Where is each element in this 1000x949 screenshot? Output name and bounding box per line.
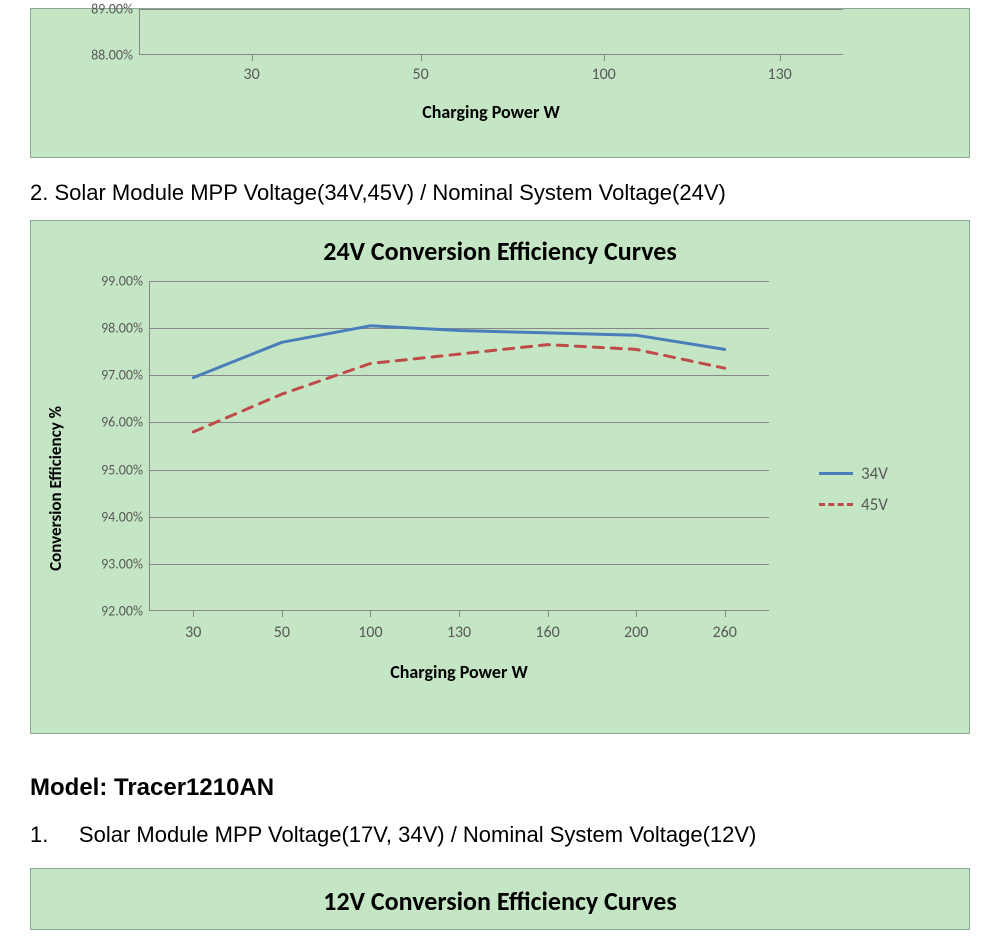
ytick: 88.00% (91, 47, 133, 64)
legend-item-45v: 45V (819, 494, 888, 515)
xtick: 130 (447, 623, 471, 642)
xtick: 30 (185, 623, 201, 642)
plot-area (149, 281, 769, 611)
chart-lines (149, 281, 769, 611)
xtick: 200 (624, 623, 648, 642)
model-heading: Model: Tracer1210AN (30, 774, 970, 802)
legend: 34V 45V (819, 463, 888, 525)
ytick: 95.00% (101, 461, 143, 478)
x-axis-label: Charging Power W (139, 101, 843, 123)
chart-title: 12V Conversion Efficiency Curves (31, 869, 969, 917)
xtick: 100 (358, 623, 382, 642)
ytick: 98.00% (101, 320, 143, 337)
numbered-item-1: 1. Solar Module MPP Voltage(17V, 34V) / … (30, 822, 970, 848)
xtick: 100 (591, 65, 615, 84)
chart-12v-partial: 12V Conversion Efficiency Curves (30, 868, 970, 930)
chart-top-partial: 89.00% 88.00% 30 50 100 130 Charging Pow… (30, 8, 970, 158)
xtick: 130 (767, 65, 791, 84)
chart-title: 24V Conversion Efficiency Curves (31, 221, 969, 273)
xtick: 160 (535, 623, 559, 642)
ytick: 94.00% (101, 508, 143, 525)
y-axis-label: Conversion Efficiency % (45, 406, 66, 571)
ytick: 99.00% (101, 273, 143, 290)
ytick: 93.00% (101, 555, 143, 572)
caption-2: 2. Solar Module MPP Voltage(34V,45V) / N… (30, 180, 970, 206)
plot-area (139, 9, 843, 55)
legend-label: 45V (861, 494, 888, 515)
legend-item-34v: 34V (819, 463, 888, 484)
xtick: 50 (274, 623, 290, 642)
ytick: 89.00% (91, 1, 133, 18)
xtick: 50 (412, 65, 428, 84)
ytick: 97.00% (101, 367, 143, 384)
ytick: 96.00% (101, 414, 143, 431)
x-axis-label: Charging Power W (149, 661, 769, 683)
xtick: 260 (713, 623, 737, 642)
legend-label: 34V (861, 463, 888, 484)
chart-24v: 24V Conversion Efficiency Curves Convers… (30, 220, 970, 734)
ytick: 92.00% (101, 603, 143, 620)
xtick: 30 (244, 65, 260, 84)
